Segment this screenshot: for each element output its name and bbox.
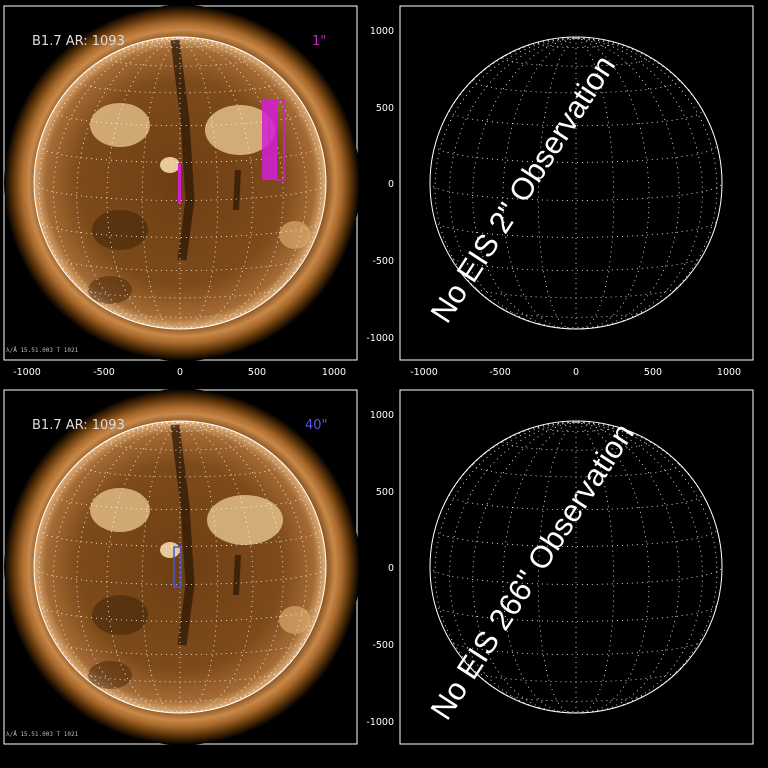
y-tick-label: -1000 [366, 333, 394, 344]
longitude-line [537, 37, 577, 330]
y-tick-label: 1000 [370, 26, 394, 37]
longitude-line [179, 421, 322, 699]
longitude-line [179, 37, 254, 329]
panel-bottom-right: 1000 500 0 -500 -1000 No EIS 266" Observ… [366, 389, 754, 745]
longitude-line [575, 37, 723, 184]
eis-fov-box [173, 546, 182, 588]
longitude-line [106, 37, 181, 329]
longitude-line [575, 421, 650, 713]
longitude-line [33, 421, 181, 568]
longitude-line [575, 37, 650, 329]
longitude-line [38, 421, 181, 699]
longitude-line [575, 421, 718, 699]
y-tick-label: 0 [388, 563, 394, 574]
longitude-line [179, 421, 327, 568]
longitude-line [179, 421, 219, 714]
longitude-line [179, 37, 219, 330]
lat-lon-grid [33, 37, 327, 330]
x-tick-label: -1000 [410, 367, 438, 378]
panel-label: B1.7 AR: 1093 [32, 34, 125, 49]
y-tick-label: 500 [376, 487, 394, 498]
longitude-line [141, 37, 181, 330]
longitude-line [434, 421, 577, 699]
lat-lon-grid [429, 37, 723, 330]
x-tick-label: 0 [177, 367, 183, 378]
x-tick-label: 500 [248, 367, 266, 378]
solar-features [88, 424, 311, 689]
panel-top-left: B1.7 AR: 1093 1" λ/Å 15.51.003 T 1021 10… [3, 5, 360, 378]
eis-slit [178, 163, 181, 203]
x-axis-ticks: -1000 -500 0 500 1000 [410, 367, 741, 378]
y-axis-ticks: 1000 500 0 -500 -1000 [366, 26, 394, 344]
latitude-line [429, 182, 723, 201]
y-tick-label: 0 [388, 179, 394, 190]
x-tick-label: -1000 [13, 367, 41, 378]
y-tick-label: 1000 [370, 410, 394, 421]
longitude-line [179, 37, 322, 315]
longitude-line [38, 37, 181, 315]
longitude-line [575, 37, 615, 330]
y-tick-label: -1000 [366, 717, 394, 728]
latitude-line [472, 80, 680, 94]
panel-top-right: 1000 500 0 -500 -1000 -1000 -500 0 500 1… [366, 5, 754, 378]
y-tick-label: -500 [372, 256, 394, 267]
latitude-line [472, 464, 680, 478]
latitude-line [472, 285, 680, 299]
longitude-line [179, 421, 254, 713]
latitude-line [429, 566, 723, 585]
panel-badge: 1" [312, 34, 326, 49]
longitude-line [434, 37, 577, 315]
no-observation-text: No EIS 2" Observation [424, 49, 623, 329]
y-tick-label: 500 [376, 103, 394, 114]
longitude-line [502, 37, 577, 329]
longitude-line [575, 421, 723, 568]
eis-fov-box [269, 100, 277, 180]
x-tick-label: 1000 [322, 367, 346, 378]
longitude-line [502, 421, 577, 713]
x-axis-ticks: -1000 -500 0 500 1000 [13, 367, 346, 378]
longitude-line [575, 421, 615, 714]
footer-text: λ/Å 15.51.003 T 1021 [6, 347, 79, 354]
eis-fov-box [275, 99, 285, 181]
eis-fov-box [262, 100, 270, 180]
latitude-line [76, 80, 284, 94]
x-tick-label: -500 [489, 367, 511, 378]
latitude-line [472, 669, 680, 683]
longitude-line [537, 421, 577, 714]
longitude-line [33, 37, 181, 184]
panel-bottom-left: B1.7 AR: 1093 40" λ/Å 15.51.003 T 1021 [3, 389, 360, 745]
y-tick-label: -500 [372, 640, 394, 651]
longitude-line [141, 421, 181, 714]
plot-frame [399, 389, 754, 745]
footer-text: λ/Å 15.51.003 T 1021 [6, 731, 79, 738]
latitude-line [76, 669, 284, 683]
x-tick-label: 0 [573, 367, 579, 378]
x-tick-label: 1000 [717, 367, 741, 378]
no-observation-text: No EIS 266" Observation [424, 417, 641, 726]
longitude-line [429, 37, 577, 184]
longitude-line [429, 421, 577, 568]
solar-features [88, 39, 311, 304]
lat-lon-grid [429, 421, 723, 714]
y-axis-ticks: 1000 500 0 -500 -1000 [366, 410, 394, 728]
panel-badge: 40" [305, 418, 328, 433]
latitude-line [76, 464, 284, 478]
lat-lon-grid [33, 421, 327, 714]
panel-label: B1.7 AR: 1093 [32, 418, 125, 433]
longitude-line [106, 421, 181, 713]
latitude-line [76, 285, 284, 299]
longitude-line [179, 37, 327, 184]
plot-frame [399, 5, 754, 361]
longitude-line [575, 37, 718, 315]
x-tick-label: 500 [644, 367, 662, 378]
x-tick-label: -500 [93, 367, 115, 378]
